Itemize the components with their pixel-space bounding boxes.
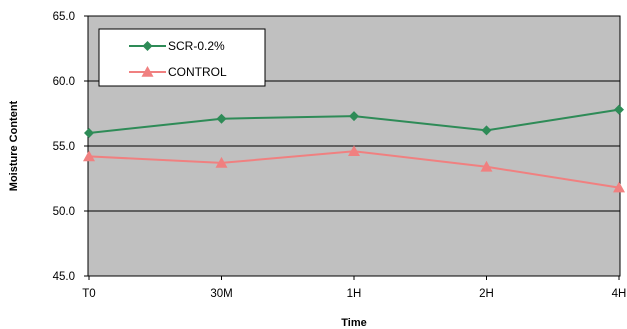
x-axis-ticks: T0 30M 1H 2H 4H bbox=[82, 276, 626, 300]
x-tick-label: 30M bbox=[210, 288, 232, 300]
series-1 bbox=[83, 145, 625, 193]
x-tick-label: 2H bbox=[479, 288, 494, 300]
y-tick-label: 45.0 bbox=[53, 271, 75, 283]
y-axis-title: Moisture Content bbox=[8, 100, 20, 191]
data-point bbox=[215, 156, 228, 168]
series-group bbox=[83, 104, 625, 193]
data-point bbox=[216, 113, 227, 124]
legend-swatch-marker bbox=[141, 66, 154, 77]
data-point bbox=[480, 160, 493, 172]
legend-swatch-marker bbox=[142, 41, 153, 51]
legend-label: CONTROL bbox=[168, 65, 227, 79]
y-tick-label: 50.0 bbox=[53, 206, 75, 218]
data-point bbox=[84, 128, 94, 138]
x-axis-title: Time bbox=[341, 317, 366, 329]
x-tick-label: 1H bbox=[347, 288, 362, 300]
data-point bbox=[349, 111, 359, 122]
x-tick-label: 4H bbox=[612, 288, 627, 300]
y-tick-label: 55.0 bbox=[53, 141, 75, 153]
y-axis-ticks: 45.0 50.0 55.0 60.0 65.0 bbox=[53, 11, 88, 283]
data-point bbox=[614, 104, 624, 115]
legend: SCR-0.2% CONTROL bbox=[98, 28, 266, 87]
x-tick-label: T0 bbox=[82, 288, 95, 300]
legend-label: SCR-0.2% bbox=[168, 39, 225, 53]
data-point bbox=[613, 181, 625, 193]
legend-box bbox=[98, 28, 266, 87]
data-point bbox=[348, 145, 360, 156]
y-tick-label: 60.0 bbox=[53, 76, 75, 88]
y-tick-label: 65.0 bbox=[53, 11, 75, 23]
data-point bbox=[83, 150, 95, 162]
series-0 bbox=[84, 104, 624, 138]
data-point bbox=[481, 125, 492, 136]
